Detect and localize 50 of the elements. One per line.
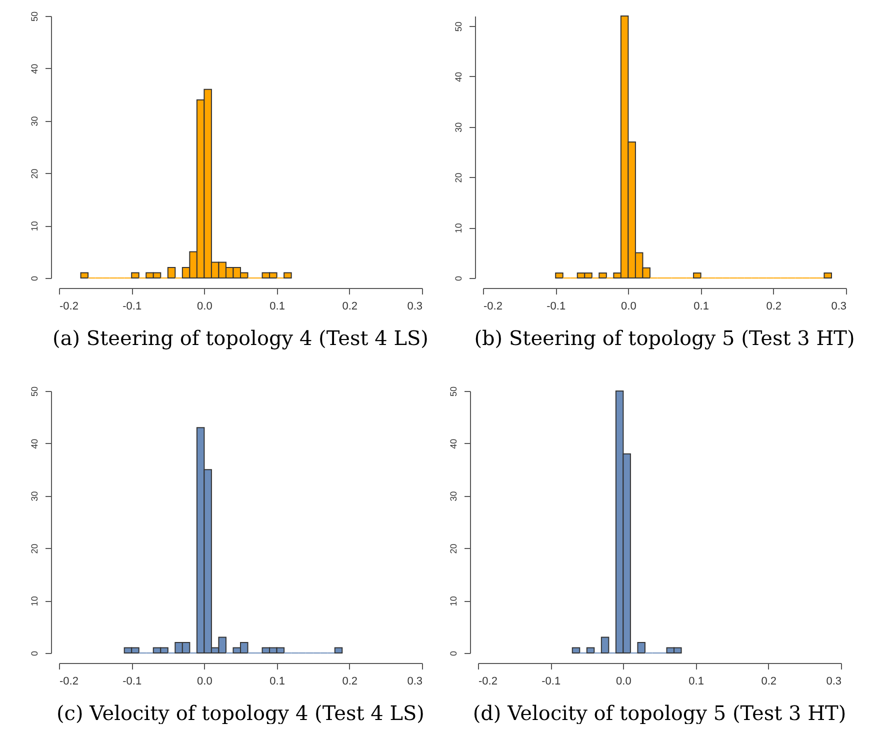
y-tick-label: 50	[454, 22, 464, 32]
x-tick-label: -0.1	[122, 300, 142, 312]
y-tick-label: 30	[454, 122, 464, 132]
x-tick-label: 0.1	[270, 300, 285, 312]
y-tick-label: 20	[454, 172, 464, 183]
x-tick-label: 0.3	[826, 676, 842, 688]
y-tick-label: 20	[30, 544, 40, 554]
y-tick-label: 0	[30, 276, 40, 282]
x-tick-label: 0.3	[831, 300, 846, 312]
y-tick-label: 10	[454, 223, 464, 234]
x-tick-label: 0.1	[694, 300, 709, 312]
x-tick-label: -0.1	[542, 676, 561, 688]
x-tick-label: 0.0	[197, 676, 212, 688]
y-tick-label: 30	[448, 491, 458, 502]
x-tick-label: -0.2	[60, 300, 78, 312]
y-tick-label: 40	[448, 438, 458, 449]
x-tick-label: -0.2	[484, 300, 502, 312]
y-tick-label: 0	[30, 650, 40, 656]
y-tick-label: 30	[30, 491, 40, 502]
x-tick-label: 0.2	[766, 300, 782, 312]
y-tick-label: 10	[448, 596, 458, 606]
x-tick-label: 0.1	[270, 676, 285, 688]
x-tick-label: -0.1	[546, 300, 566, 312]
x-tick-label: 0.3	[407, 300, 422, 312]
x-tick-label: 0.1	[688, 676, 704, 688]
y-tick-label: 20	[30, 168, 40, 179]
x-tick-label: 0.3	[407, 676, 422, 688]
x-tick-label: -0.1	[122, 676, 142, 688]
y-tick-label: 50	[30, 386, 40, 397]
y-tick-label: 0	[454, 276, 464, 282]
x-tick-label: -0.2	[478, 676, 498, 688]
x-tick-label: 0.2	[761, 676, 777, 688]
y-tick-label: 20	[448, 544, 458, 554]
y-tick-label: 40	[30, 438, 40, 449]
y-tick-label: 10	[30, 221, 40, 232]
y-tick-label: 10	[30, 596, 40, 606]
text: (a) Steering of topology 4 (Test 4 LS)	[52, 326, 428, 350]
y-tick-label: 50	[448, 386, 458, 397]
x-tick-label: 0.2	[342, 300, 358, 312]
y-tick-label: 40	[454, 72, 464, 82]
y-tick-label: 40	[30, 64, 40, 74]
x-tick-label: 0.2	[342, 676, 358, 688]
x-tick-label: 0.0	[197, 300, 212, 312]
text: (b) Steering of topology 5 (Test 3 HT)	[474, 326, 855, 350]
x-tick-label: 0.0	[616, 676, 632, 688]
y-tick-label: 0	[448, 650, 458, 656]
x-tick-label: -0.2	[60, 676, 78, 688]
x-tick-label: 0.0	[621, 300, 636, 312]
y-tick-label: 30	[30, 116, 40, 126]
y-tick-label: 50	[30, 11, 40, 22]
